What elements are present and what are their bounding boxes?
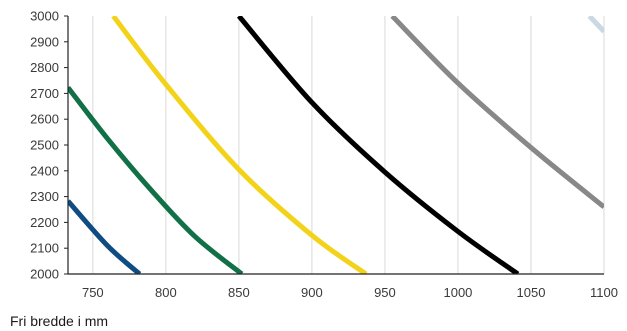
- series-line-1: [68, 199, 142, 274]
- y-tick-label: 2500: [30, 138, 59, 153]
- y-axis-ticks: 2000 2100 2200 2300 2400 2500 2600 2700 2800 2900…: [30, 9, 68, 282]
- y-tick-label: 2300: [30, 189, 59, 204]
- x-axis-ticks: 750 800 850 900 950 1000 1050 1100: [82, 285, 618, 300]
- y-tick-label: 2400: [30, 163, 59, 178]
- x-tick-label: 1100: [590, 285, 618, 300]
- x-tick-label: 850: [228, 285, 250, 300]
- y-tick-label: 2100: [30, 241, 59, 256]
- vertical-gridlines: [92, 16, 605, 274]
- y-tick-label: 2000: [30, 267, 59, 282]
- series-line-3: [111, 16, 368, 274]
- x-tick-label: 1000: [443, 285, 472, 300]
- x-tick-label: 950: [374, 285, 396, 300]
- y-tick-label: 3000: [30, 9, 59, 24]
- series-line-6: [587, 16, 604, 34]
- series-lines: [68, 16, 604, 274]
- y-tick-label: 2600: [30, 112, 59, 127]
- y-tick-label: 2900: [30, 34, 59, 49]
- y-tick-label: 2800: [30, 60, 59, 75]
- x-tick-label: 800: [155, 285, 177, 300]
- x-tick-label: 900: [301, 285, 323, 300]
- y-tick-label: 2200: [30, 215, 59, 230]
- y-tick-label: 2700: [30, 86, 59, 101]
- series-line-2: [68, 85, 244, 274]
- series-line-4: [236, 16, 520, 274]
- x-tick-label: 750: [82, 285, 104, 300]
- series-line-5: [390, 16, 604, 209]
- x-axis-label: Fri bredde i mm: [10, 313, 108, 329]
- x-tick-label: 1050: [517, 285, 546, 300]
